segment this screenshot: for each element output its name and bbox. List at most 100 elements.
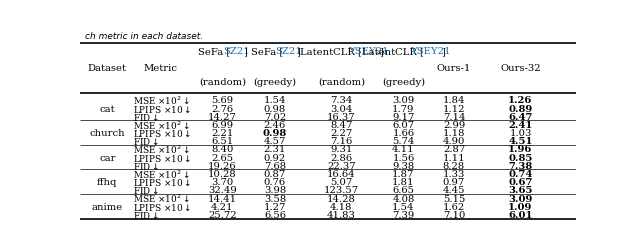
Text: FID$\downarrow$: FID$\downarrow$ — [132, 136, 159, 147]
Text: 0.98: 0.98 — [263, 128, 287, 138]
Text: 5.15: 5.15 — [443, 194, 465, 203]
Text: Ours-1: Ours-1 — [436, 64, 471, 73]
Text: 22.37: 22.37 — [327, 161, 356, 170]
Text: 4.51: 4.51 — [508, 137, 532, 146]
Text: (greedy): (greedy) — [382, 78, 425, 86]
Text: 7.34: 7.34 — [330, 96, 353, 105]
Text: 14.41: 14.41 — [208, 194, 237, 203]
Text: Dataset: Dataset — [88, 64, 127, 73]
Text: 6.51: 6.51 — [211, 137, 234, 146]
Text: LPIPS $\times$10$\downarrow$: LPIPS $\times$10$\downarrow$ — [132, 103, 191, 114]
Text: 6.47: 6.47 — [508, 112, 532, 121]
Text: 0.87: 0.87 — [264, 169, 286, 178]
Text: Ours-32: Ours-32 — [500, 64, 541, 73]
Text: MSE $\times$10$^2$$\downarrow$: MSE $\times$10$^2$$\downarrow$ — [132, 119, 189, 131]
Text: 5.69: 5.69 — [211, 96, 234, 105]
Text: 123.57: 123.57 — [324, 186, 359, 194]
Text: 5.74: 5.74 — [392, 137, 415, 146]
Text: LPIPS $\times$10$\downarrow$: LPIPS $\times$10$\downarrow$ — [132, 152, 191, 163]
Text: 9.38: 9.38 — [392, 161, 415, 170]
Text: 2.41: 2.41 — [508, 120, 532, 130]
Text: ]: ] — [296, 47, 300, 56]
Text: 1.56: 1.56 — [392, 153, 415, 162]
Text: 2.31: 2.31 — [264, 145, 286, 154]
Text: 7.14: 7.14 — [443, 112, 465, 121]
Text: 1.09: 1.09 — [508, 202, 532, 211]
Text: LatentCLR [: LatentCLR [ — [362, 47, 424, 56]
Text: 0.76: 0.76 — [264, 178, 286, 186]
Text: 1.62: 1.62 — [443, 202, 465, 211]
Text: 0.97: 0.97 — [443, 178, 465, 186]
Text: SeFa [: SeFa [ — [198, 47, 230, 56]
Text: 19.26: 19.26 — [208, 161, 237, 170]
Text: LPIPS $\times$10$\downarrow$: LPIPS $\times$10$\downarrow$ — [132, 176, 191, 188]
Text: 6.07: 6.07 — [392, 120, 415, 130]
Text: 14.27: 14.27 — [208, 112, 237, 121]
Text: 25.72: 25.72 — [208, 210, 237, 219]
Text: 3.09: 3.09 — [508, 194, 532, 203]
Text: 9.17: 9.17 — [392, 112, 415, 121]
Text: 0.67: 0.67 — [508, 178, 532, 186]
Text: 2.65: 2.65 — [211, 153, 234, 162]
Text: 5.07: 5.07 — [330, 178, 353, 186]
Text: ]: ] — [380, 47, 383, 56]
Text: anime: anime — [92, 202, 123, 211]
Text: 6.99: 6.99 — [211, 120, 234, 130]
Text: 7.38: 7.38 — [508, 161, 532, 170]
Text: 3.98: 3.98 — [264, 186, 286, 194]
Text: 1.66: 1.66 — [392, 128, 415, 138]
Text: 2.46: 2.46 — [264, 120, 286, 130]
Text: 0.74: 0.74 — [508, 169, 532, 178]
Text: MSE $\times$10$^2$$\downarrow$: MSE $\times$10$^2$$\downarrow$ — [132, 168, 189, 180]
Text: 3.65: 3.65 — [508, 186, 532, 194]
Text: 0.98: 0.98 — [264, 104, 286, 113]
Text: FID$\downarrow$: FID$\downarrow$ — [132, 209, 159, 220]
Text: (random): (random) — [199, 78, 246, 86]
Text: 4.90: 4.90 — [443, 137, 465, 146]
Text: FID$\downarrow$: FID$\downarrow$ — [132, 185, 159, 196]
Text: 9.31: 9.31 — [330, 145, 353, 154]
Text: 1.54: 1.54 — [264, 96, 286, 105]
Text: 0.92: 0.92 — [264, 153, 286, 162]
Text: 1.84: 1.84 — [443, 96, 465, 105]
Text: 1.87: 1.87 — [392, 169, 415, 178]
Text: 1.96: 1.96 — [508, 145, 532, 154]
Text: 3.04: 3.04 — [330, 104, 353, 113]
Text: YSEY21: YSEY21 — [410, 47, 451, 56]
Text: 10.28: 10.28 — [208, 169, 237, 178]
Text: 1.79: 1.79 — [392, 104, 415, 113]
Text: 2.87: 2.87 — [443, 145, 465, 154]
Text: 3.58: 3.58 — [264, 194, 286, 203]
Text: 2.86: 2.86 — [330, 153, 353, 162]
Text: 8.40: 8.40 — [211, 145, 234, 154]
Text: 1.33: 1.33 — [443, 169, 465, 178]
Text: MSE $\times$10$^2$$\downarrow$: MSE $\times$10$^2$$\downarrow$ — [132, 143, 189, 156]
Text: SeFa [: SeFa [ — [251, 47, 283, 56]
Text: (greedy): (greedy) — [253, 78, 296, 86]
Text: ffhq: ffhq — [97, 178, 118, 186]
Text: 3.09: 3.09 — [392, 96, 415, 105]
Text: LPIPS $\times$10$\downarrow$: LPIPS $\times$10$\downarrow$ — [132, 128, 191, 138]
Text: LatentCLR [: LatentCLR [ — [300, 47, 362, 56]
Text: 1.81: 1.81 — [392, 178, 415, 186]
Text: 7.16: 7.16 — [330, 137, 353, 146]
Text: 4.45: 4.45 — [443, 186, 465, 194]
Text: 2.27: 2.27 — [330, 128, 353, 138]
Text: Metric: Metric — [143, 64, 177, 73]
Text: 1.12: 1.12 — [443, 104, 465, 113]
Text: FID$\downarrow$: FID$\downarrow$ — [132, 111, 159, 122]
Text: 41.83: 41.83 — [327, 210, 356, 219]
Text: 16.37: 16.37 — [327, 112, 356, 121]
Text: MSE $\times$10$^2$$\downarrow$: MSE $\times$10$^2$$\downarrow$ — [132, 192, 189, 204]
Text: ]: ] — [244, 47, 248, 56]
Text: 1.11: 1.11 — [443, 153, 465, 162]
Text: MSE $\times$10$^2$$\downarrow$: MSE $\times$10$^2$$\downarrow$ — [132, 94, 189, 107]
Text: 4.21: 4.21 — [211, 202, 234, 211]
Text: 4.57: 4.57 — [264, 137, 286, 146]
Text: 16.64: 16.64 — [327, 169, 356, 178]
Text: ]: ] — [442, 47, 445, 56]
Text: 1.03: 1.03 — [509, 128, 532, 138]
Text: (random): (random) — [318, 78, 365, 86]
Text: 2.21: 2.21 — [211, 128, 234, 138]
Text: 6.65: 6.65 — [392, 186, 414, 194]
